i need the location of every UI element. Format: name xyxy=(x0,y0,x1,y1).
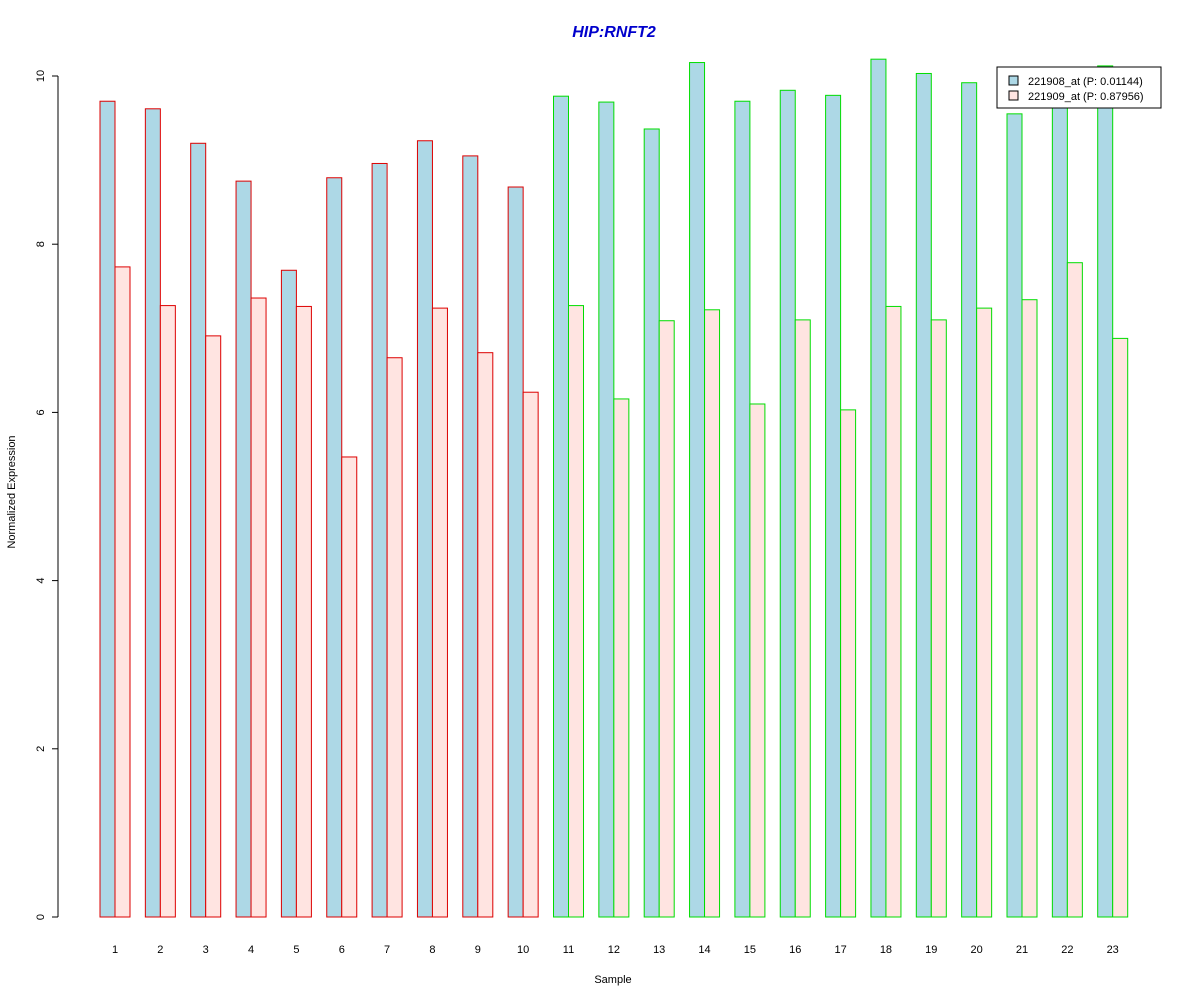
x-tick-label: 9 xyxy=(475,944,481,956)
bar-series2-sample-15 xyxy=(749,403,766,918)
legend-box xyxy=(996,66,1162,109)
y-axis: 0 2 4 6 8 10 xyxy=(35,70,59,920)
bar-series2-sample-10 xyxy=(522,391,539,918)
y-tick-label: 0 xyxy=(35,914,47,920)
bar-series1-sample-15 xyxy=(734,100,751,918)
x-tick-label: 6 xyxy=(339,944,345,956)
x-tick-label: 17 xyxy=(834,944,846,956)
bar-series2-sample-11 xyxy=(568,305,584,918)
bar-series2-sample-6 xyxy=(341,456,358,918)
bar-series1-sample-5 xyxy=(280,269,297,918)
bar-series1-sample-17 xyxy=(825,94,842,918)
x-tick-label: 23 xyxy=(1107,944,1119,956)
bar-series2-sample-5 xyxy=(295,305,312,918)
bar-series1-sample-13 xyxy=(643,128,660,918)
bar-series1-sample-8 xyxy=(416,140,433,918)
y-tick-label: 6 xyxy=(35,409,47,415)
bar-series1-sample-18 xyxy=(870,58,887,918)
bar-series1-sample-12 xyxy=(598,101,615,918)
bar-series2-sample-13 xyxy=(658,320,675,918)
bar-series2-sample-14 xyxy=(704,309,721,918)
bar-series1-sample-21 xyxy=(1006,113,1023,918)
bar-series1-sample-1 xyxy=(99,100,116,918)
bar-series1-sample-10 xyxy=(507,186,524,918)
bar-series1-sample-19 xyxy=(915,72,932,918)
x-tick-label: 1 xyxy=(112,944,118,956)
legend-entry-label: 221909_at (P: 0.87956) xyxy=(1028,91,1144,103)
x-tick-label: 15 xyxy=(744,944,756,956)
y-tick-label: 4 xyxy=(35,578,47,584)
bar-series1-sample-14 xyxy=(689,62,706,918)
bar-series2-sample-3 xyxy=(205,335,222,918)
y-tick-label: 10 xyxy=(35,70,47,82)
bar-series1-sample-11 xyxy=(553,95,569,918)
x-tick-label: 3 xyxy=(203,944,209,956)
x-tick-label: 14 xyxy=(698,944,710,956)
bar-series1-sample-2 xyxy=(144,108,161,918)
chart-title: HIP:RNFT2 xyxy=(572,24,656,41)
x-tick-label: 16 xyxy=(789,944,801,956)
legend-entry-label: 221908_at (P: 0.01144) xyxy=(1028,76,1143,88)
y-tick-label: 2 xyxy=(35,746,47,752)
bar-series2-sample-8 xyxy=(431,307,448,918)
bar-series2-sample-2 xyxy=(159,305,176,918)
x-tick-label: 5 xyxy=(293,944,299,956)
x-axis-labels: 1 2 3 4 5 6 7 8 9 10 11 12 13 14 15 16 17 18 19 20 21 22 23 xyxy=(112,944,1119,956)
x-tick-label: 20 xyxy=(971,944,983,956)
legend-swatch xyxy=(1008,90,1019,101)
x-tick-label: 8 xyxy=(429,944,435,956)
x-tick-label: 2 xyxy=(157,944,163,956)
x-axis-label: Sample xyxy=(594,974,631,986)
bars-group xyxy=(99,58,1129,918)
bar-series2-sample-22 xyxy=(1066,262,1083,918)
bar-series1-sample-23 xyxy=(1097,65,1114,918)
y-tick-label: 8 xyxy=(35,241,47,247)
bar-series2-sample-18 xyxy=(885,305,902,918)
bar-series1-sample-3 xyxy=(190,142,207,918)
bar-series1-sample-16 xyxy=(779,89,796,918)
y-axis-label: Normalized Expression xyxy=(6,435,18,548)
bar-series2-sample-1 xyxy=(114,266,131,918)
bar-series2-sample-12 xyxy=(613,398,630,918)
x-tick-label: 19 xyxy=(925,944,937,956)
x-tick-label: 4 xyxy=(248,944,254,956)
legend: 221908_at (P: 0.01144) 221909_at (P: 0.87… xyxy=(996,66,1162,109)
bar-series2-sample-19 xyxy=(930,319,947,918)
x-tick-label: 7 xyxy=(384,944,390,956)
x-tick-label: 11 xyxy=(563,944,574,956)
x-tick-label: 12 xyxy=(608,944,620,956)
x-tick-label: 21 xyxy=(1016,944,1028,956)
bar-series2-sample-9 xyxy=(477,352,494,918)
bar-series2-sample-7 xyxy=(386,357,403,918)
bar-series2-sample-4 xyxy=(250,297,267,918)
x-tick-label: 18 xyxy=(880,944,892,956)
bar-series2-sample-21 xyxy=(1021,299,1038,918)
bar-series2-sample-16 xyxy=(794,319,811,918)
x-tick-label: 10 xyxy=(517,944,529,956)
bar-series1-sample-9 xyxy=(462,155,479,918)
bar-series1-sample-4 xyxy=(235,180,252,918)
x-tick-label: 22 xyxy=(1061,944,1073,956)
bar-series1-sample-22 xyxy=(1051,83,1068,918)
bar-series1-sample-6 xyxy=(326,177,343,918)
bar-series2-sample-20 xyxy=(976,307,993,918)
legend-swatch xyxy=(1008,75,1019,86)
x-tick-label: 13 xyxy=(653,944,665,956)
bar-series1-sample-7 xyxy=(371,162,388,918)
bar-series2-sample-23 xyxy=(1112,337,1129,918)
bar-series2-sample-17 xyxy=(840,409,857,918)
bar-series1-sample-20 xyxy=(961,82,978,918)
